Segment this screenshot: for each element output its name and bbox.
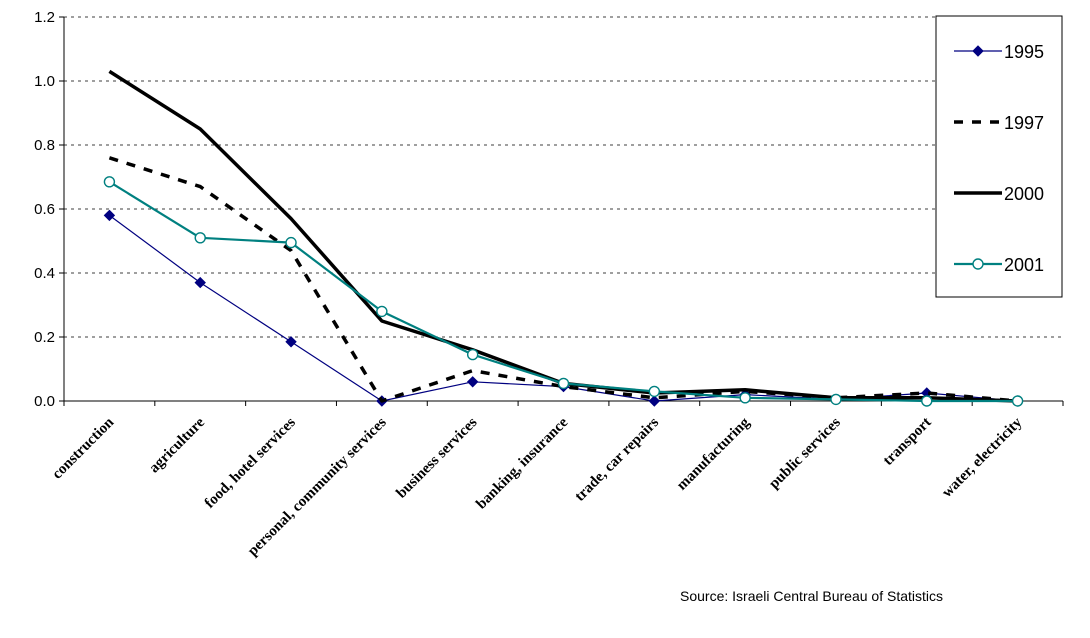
data-point-2001 — [830, 393, 842, 406]
data-point-1995 — [648, 395, 661, 407]
legend-box — [935, 15, 1063, 298]
data-point-2001 — [103, 176, 116, 188]
legend-label-2000: 2000 — [1004, 184, 1044, 204]
data-point-2001 — [1011, 395, 1024, 407]
legend-marker-2001 — [972, 258, 984, 270]
data-point-2001 — [648, 385, 661, 398]
y-tick-label: 0.8 — [34, 137, 55, 154]
legend-label-1997: 1997 — [1004, 113, 1044, 133]
y-tick-label: 1.2 — [34, 9, 55, 26]
data-point-1995 — [194, 276, 206, 289]
legend-label-2001: 2001 — [1004, 255, 1044, 275]
y-tick-label: 1.0 — [34, 73, 55, 90]
data-point-2001 — [194, 232, 206, 244]
data-point-1995 — [285, 336, 297, 348]
y-tick-label: 0.2 — [34, 329, 55, 346]
y-tick-label: 0.0 — [34, 393, 55, 410]
data-point-2001 — [921, 395, 933, 407]
legend-marker-1995 — [972, 45, 984, 57]
data-point-2001 — [376, 305, 388, 318]
legend-label-1995: 1995 — [1004, 42, 1044, 62]
series-1997 — [108, 156, 1018, 403]
data-point-1995 — [103, 209, 116, 222]
data-point-1995 — [466, 376, 479, 388]
source-note: Source: Israeli Central Bureau of Statis… — [680, 588, 944, 604]
data-point-2001 — [466, 348, 479, 361]
y-tick-label: 0.6 — [34, 201, 55, 218]
data-point-2001 — [285, 236, 297, 249]
y-tick-label: 0.4 — [34, 265, 55, 282]
series-line-1997 — [108, 156, 1018, 403]
data-point-2001 — [739, 392, 751, 404]
data-point-2001 — [557, 377, 570, 390]
series-2001 — [103, 176, 1024, 407]
